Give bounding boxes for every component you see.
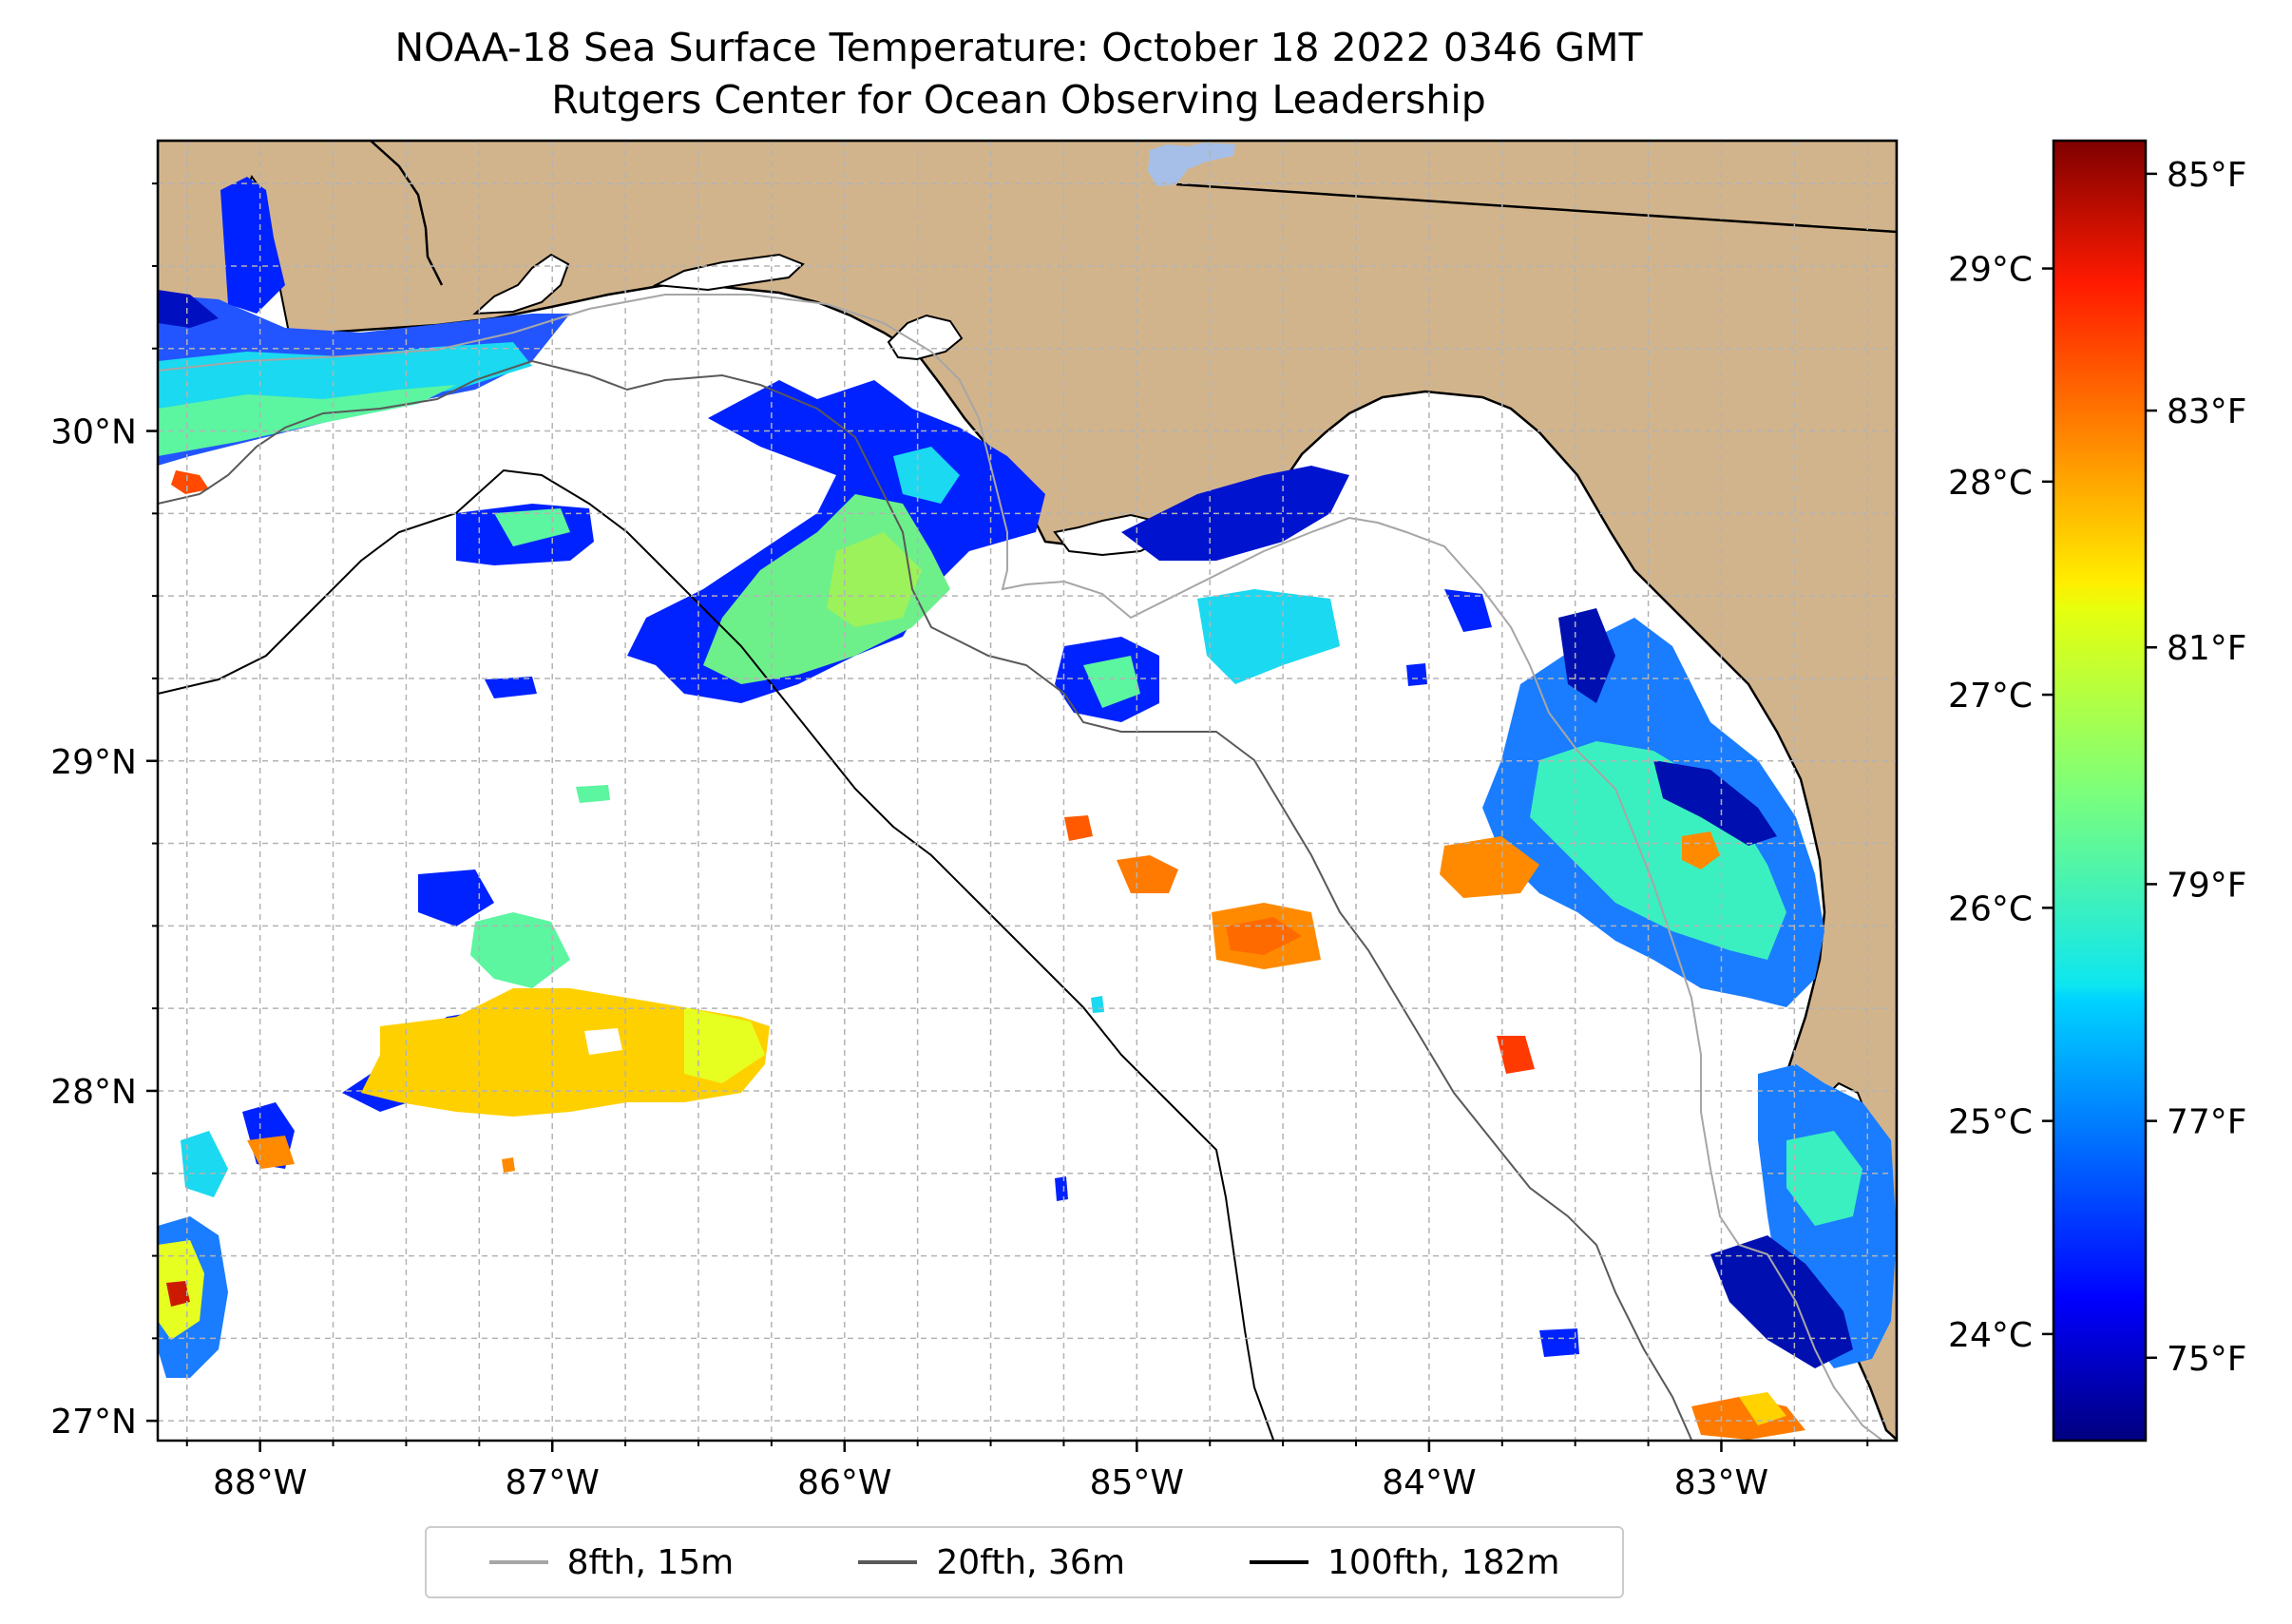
lat-tick-label: 28°N (50, 1073, 137, 1112)
lat-tick-label: 29°N (50, 743, 137, 782)
map-frame (156, 139, 1899, 1442)
isobath-100fth (158, 468, 1274, 1441)
lon-tick-label: 88°W (213, 1463, 307, 1502)
legend-item-100fth: 100fth, 182m (1250, 1543, 1559, 1582)
latitude-axis: 27°N 28°N 29°N 30°N (50, 182, 158, 1442)
colorbar-celsius-axis: 24°C 25°C 26°C 27°C 28°C 29°C (1948, 251, 2053, 1355)
isobath-legend: 8fth, 15m 20fth, 36m 100fth, 182m (425, 1526, 1624, 1598)
legend-label-100fth: 100fth, 182m (1327, 1542, 1560, 1582)
title-line-2: Rutgers Center for Ocean Observing Leade… (551, 77, 1486, 123)
legend-swatch-8fth (488, 1560, 548, 1564)
map-grid (158, 141, 1897, 1441)
colorbar-fahrenheit-axis: 75°F 77°F 79°F 81°F 83°F 85°F (2146, 156, 2247, 1379)
lon-tick-label: 85°W (1090, 1463, 1184, 1502)
colorbar (2052, 139, 2148, 1442)
lon-tick-label: 84°W (1382, 1463, 1476, 1502)
celsius-tick-label: 28°C (1948, 464, 2033, 503)
legend-item-20fth: 20fth, 36m (858, 1543, 1125, 1582)
state-boundary-fl-ga (1175, 182, 1897, 234)
celsius-tick-label: 29°C (1948, 251, 2033, 290)
legend-swatch-100fth (1250, 1560, 1309, 1564)
fahrenheit-tick-label: 79°F (2167, 866, 2247, 905)
fahrenheit-tick-label: 83°F (2167, 392, 2247, 431)
fahrenheit-tick-label: 81°F (2167, 629, 2247, 668)
lon-tick-label: 83°W (1674, 1463, 1768, 1502)
state-boundary-al-fl (370, 141, 444, 286)
legend-item-8fth: 8fth, 15m (488, 1542, 735, 1582)
celsius-tick-label: 24°C (1948, 1316, 2033, 1355)
legend-swatch-20fth (858, 1560, 918, 1564)
pensacola-bay (472, 253, 570, 315)
celsius-tick-label: 25°C (1948, 1103, 2033, 1142)
legend-label-8fth: 8fth, 15m (566, 1542, 735, 1582)
lat-tick-label: 30°N (50, 413, 137, 452)
fahrenheit-tick-label: 75°F (2167, 1340, 2247, 1379)
lake (1148, 143, 1235, 186)
fahrenheit-tick-label: 85°F (2167, 156, 2247, 195)
isobath-8fth (158, 294, 1882, 1441)
celsius-tick-label: 27°C (1948, 677, 2033, 716)
legend-label-20fth: 20fth, 36m (936, 1542, 1125, 1582)
lon-tick-label: 86°W (797, 1463, 891, 1502)
lon-tick-label: 87°W (506, 1463, 600, 1502)
sst-data-layer (158, 177, 1897, 1440)
lat-tick-label: 27°N (50, 1403, 137, 1442)
celsius-tick-label: 26°C (1948, 889, 2033, 928)
longitude-axis: 88°W 87°W 86°W 85°W 84°W 83°W (185, 1441, 1869, 1502)
fahrenheit-tick-label: 77°F (2167, 1103, 2247, 1142)
title-line-1: NOAA-18 Sea Surface Temperature: October… (394, 25, 1643, 70)
isobath-20fth (158, 359, 1692, 1441)
